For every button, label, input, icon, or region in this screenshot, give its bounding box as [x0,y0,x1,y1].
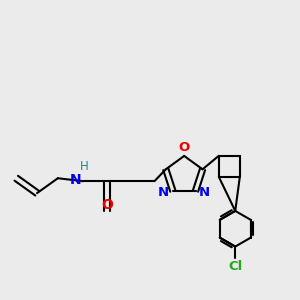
Text: O: O [178,141,190,154]
Text: Cl: Cl [228,260,242,273]
Text: O: O [101,198,113,212]
Text: H: H [80,160,89,173]
Text: N: N [70,173,82,187]
Text: N: N [158,186,169,199]
Text: N: N [199,186,210,199]
